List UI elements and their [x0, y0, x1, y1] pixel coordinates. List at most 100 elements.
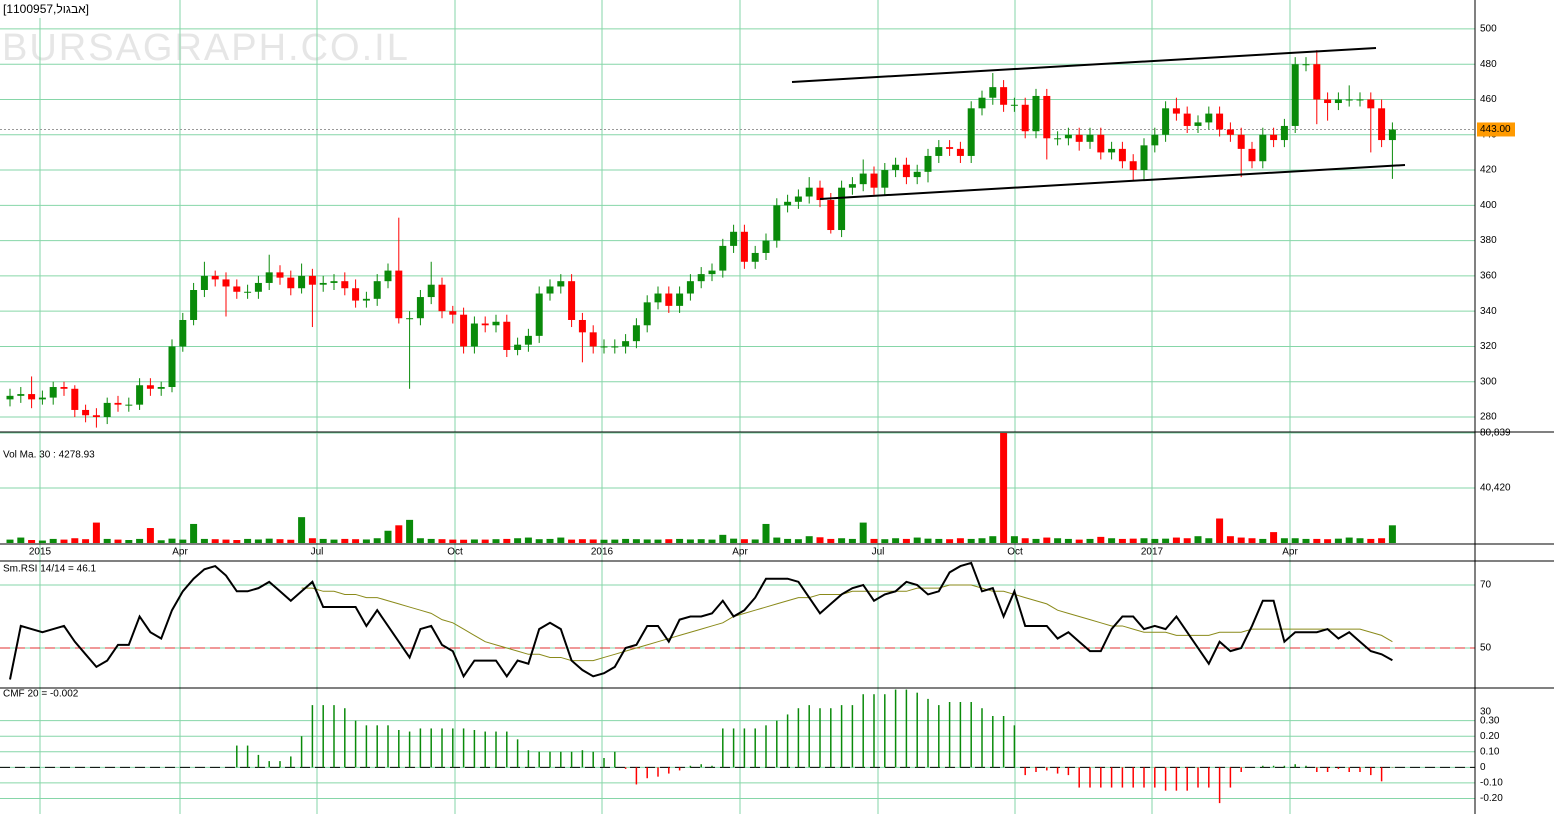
volume-bar	[1097, 536, 1105, 543]
volume-bar	[1367, 538, 1375, 543]
candle-body	[1086, 134, 1094, 142]
volume-bar	[38, 540, 46, 543]
rsi-ma-line	[301, 584, 1393, 662]
candle-body	[546, 286, 554, 294]
candle-body	[1378, 108, 1386, 141]
candle-body	[838, 187, 846, 231]
volume-bar	[600, 539, 608, 543]
volume-bar	[848, 538, 856, 543]
candle-body	[881, 170, 889, 188]
panel-label: Vol Ma. 30 : 4278.93	[3, 450, 95, 461]
candle-body	[1075, 134, 1083, 142]
volume-bar	[60, 539, 68, 543]
volume-bar	[384, 530, 392, 543]
candle-body	[1237, 134, 1245, 149]
candle-body	[157, 387, 165, 389]
y-tick-label: 380	[1480, 235, 1497, 246]
candle-body	[168, 346, 176, 388]
trend-line	[791, 47, 1377, 83]
candle-body	[60, 387, 68, 389]
volume-bar	[157, 540, 165, 543]
candle-body	[892, 164, 900, 171]
volume-bar	[1302, 538, 1310, 543]
candle-body	[622, 341, 630, 347]
candle-body	[1032, 95, 1040, 132]
candle-body	[308, 275, 316, 285]
volume-bar	[956, 538, 964, 543]
volume-bar	[546, 538, 554, 543]
volume-bar	[1032, 538, 1040, 543]
watermark: BURSAGRAPH.CO.IL	[2, 27, 410, 69]
volume-bar	[1237, 537, 1245, 543]
candle-body	[514, 344, 522, 350]
volume-bar	[1010, 536, 1018, 543]
x-tick-label: 2016	[591, 547, 614, 558]
volume-bar	[1194, 536, 1202, 543]
volume-bar	[622, 538, 630, 543]
candle-body	[6, 395, 14, 400]
volume-bar	[1324, 539, 1332, 543]
candle-body	[740, 231, 748, 262]
volume-bar	[676, 538, 684, 543]
candle-body	[902, 164, 910, 178]
volume-bar	[805, 536, 813, 543]
candle-body	[1021, 104, 1029, 132]
candle-body	[1205, 113, 1213, 123]
volume-bar	[136, 538, 144, 543]
candle-body	[146, 385, 154, 389]
volume-bar	[1075, 539, 1083, 543]
volume-bar	[1226, 536, 1234, 543]
volume-bar	[319, 538, 327, 543]
candle-body	[384, 270, 392, 282]
candle-body	[1226, 129, 1234, 135]
volume-bar	[751, 539, 759, 543]
candle-body	[805, 187, 813, 197]
x-tick-label: 2017	[1141, 547, 1164, 558]
candle-body	[1054, 138, 1062, 140]
volume-bar	[254, 539, 262, 543]
candle-body	[103, 402, 111, 418]
candle-body	[1108, 148, 1116, 153]
volume-bar	[1356, 538, 1364, 543]
candle-body	[28, 394, 36, 400]
volume-bar	[611, 539, 619, 543]
y-tick-label: 480	[1480, 59, 1497, 70]
candle-body	[1302, 64, 1310, 66]
candle-body	[697, 274, 705, 282]
candle-body	[1064, 134, 1072, 139]
candle-body	[395, 270, 403, 319]
candle-body	[816, 187, 824, 201]
volume-bar	[794, 539, 802, 543]
candle-body	[978, 97, 986, 109]
last-price-label: 443.00	[1480, 124, 1511, 135]
candle-body	[114, 402, 122, 405]
candle-body	[989, 87, 997, 98]
volume-bar	[1118, 538, 1126, 543]
volume-bar	[190, 523, 198, 543]
candle-body	[125, 404, 133, 406]
candle-body	[1097, 134, 1105, 153]
rsi-line	[9, 561, 1393, 680]
y-tick-label: 420	[1480, 165, 1497, 176]
volume-bar	[362, 539, 370, 543]
volume-bar	[568, 539, 576, 543]
y-tick-label: 320	[1480, 341, 1497, 352]
volume-bar	[265, 538, 273, 543]
volume-bar	[1313, 538, 1321, 543]
volume-bar	[535, 539, 543, 543]
candle-body	[470, 323, 478, 347]
y-tick-label: 500	[1480, 24, 1497, 35]
candle-body	[352, 288, 360, 301]
candle-body	[524, 335, 532, 345]
panel-label: CMF 20 = -0.002	[3, 689, 79, 700]
candle-body	[1043, 95, 1051, 139]
volume-bar	[28, 540, 36, 543]
candle-body	[1129, 161, 1137, 171]
y-tick-label: 340	[1480, 306, 1497, 317]
volume-bar	[1043, 537, 1051, 543]
candle-body	[1248, 148, 1256, 162]
volume-bar	[17, 537, 25, 543]
volume-bar	[708, 539, 716, 543]
volume-bar	[913, 537, 921, 543]
